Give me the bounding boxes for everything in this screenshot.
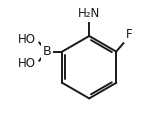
Text: HO: HO [18,57,36,70]
Text: B: B [42,45,51,58]
Text: H₂N: H₂N [78,7,100,20]
Text: F: F [126,28,133,41]
Text: HO: HO [18,33,36,46]
